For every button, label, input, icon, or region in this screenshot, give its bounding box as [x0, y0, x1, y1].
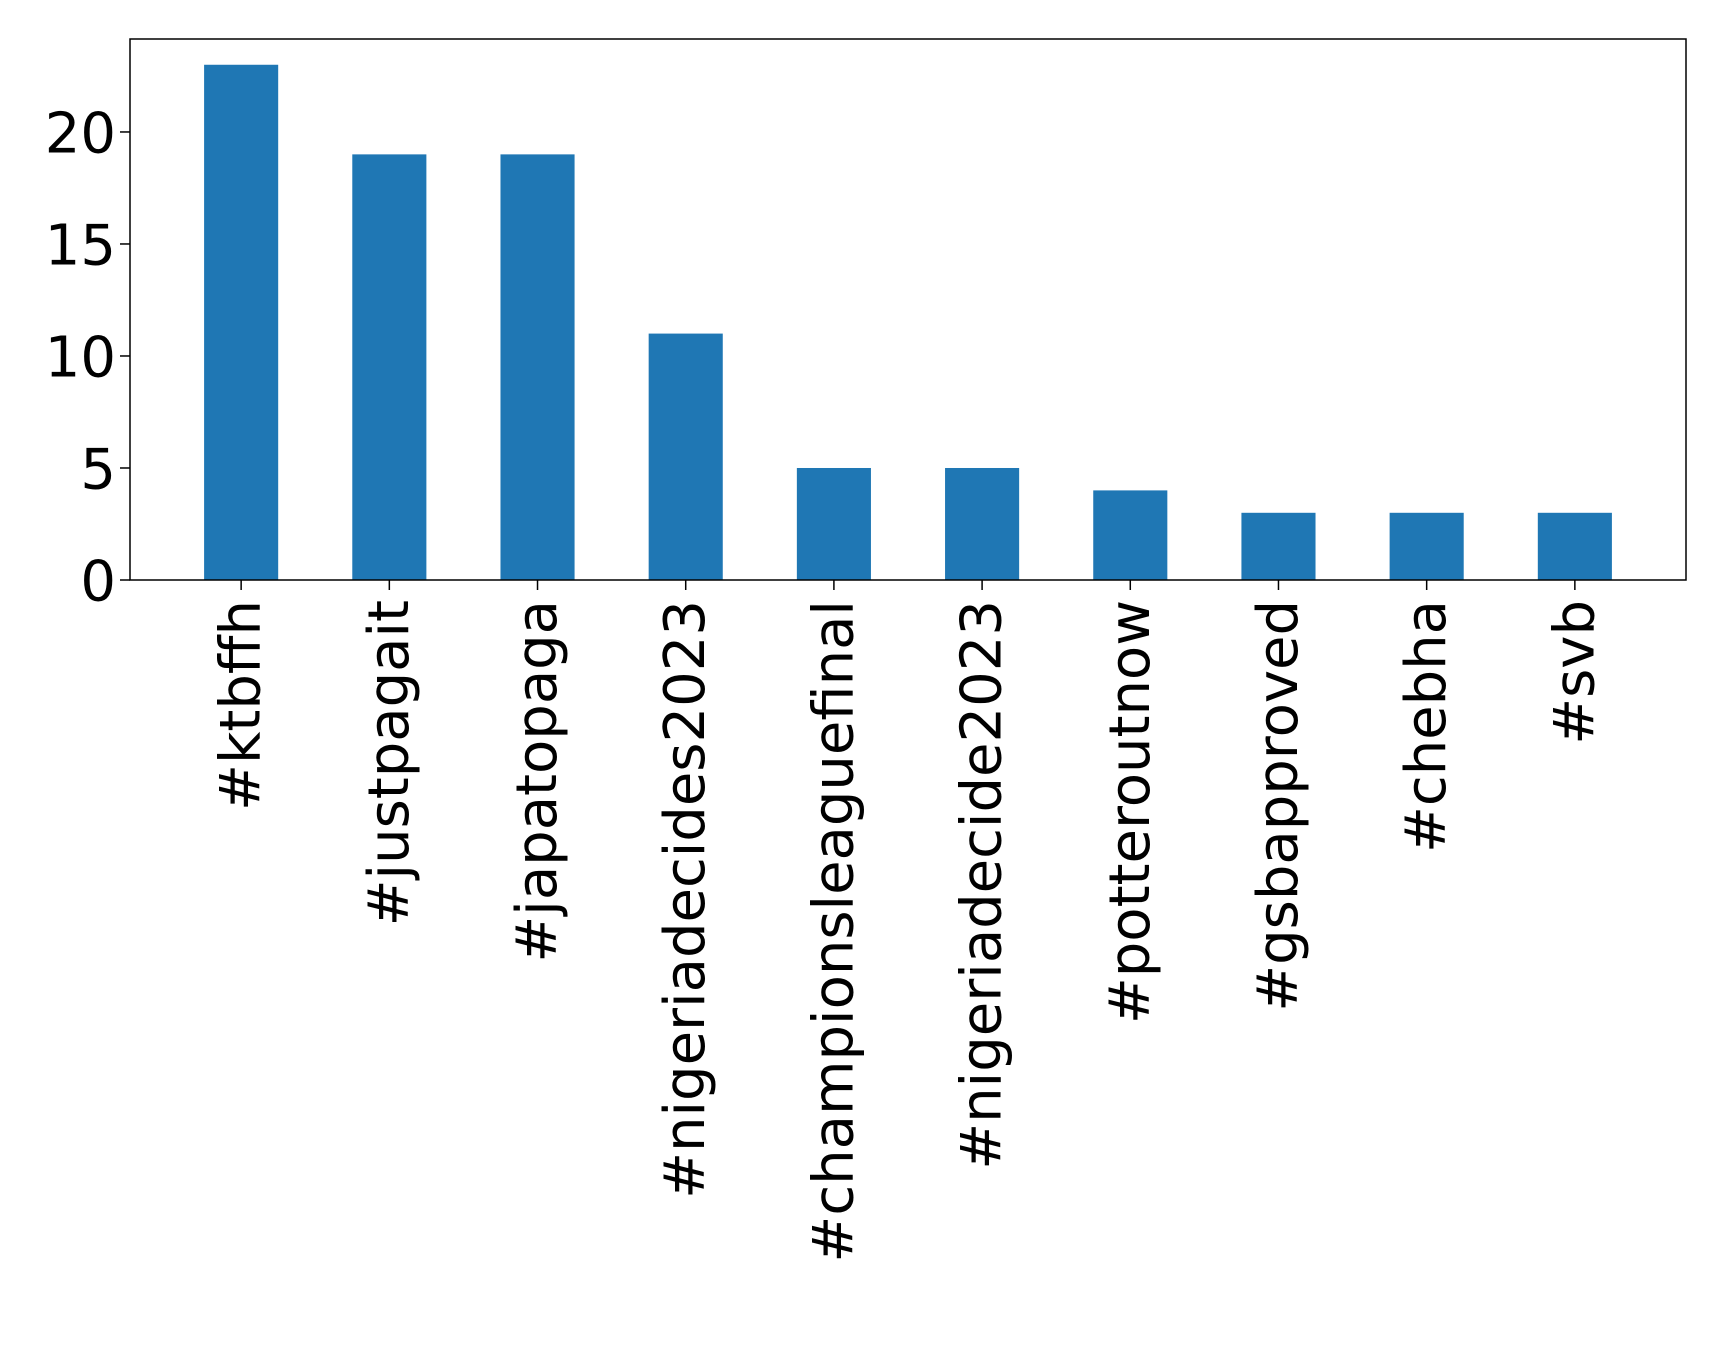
y-tick-label: 5 — [80, 437, 116, 502]
bar-chebha — [1389, 512, 1464, 580]
y-axis: 0 5 10 15 20 — [45, 101, 130, 615]
bar-svb — [1537, 512, 1612, 580]
bar-justpagait — [352, 154, 427, 580]
y-tick-label: 15 — [45, 213, 116, 278]
x-tick-label: #potteroutnow — [1098, 600, 1163, 1024]
y-tick-label: 20 — [45, 101, 116, 166]
bar-nigeriadecide2023 — [945, 467, 1020, 580]
bar-japatopaga — [500, 154, 575, 580]
y-tick-label: 0 — [80, 550, 116, 615]
x-tick-label: #ktbffh — [209, 600, 274, 811]
x-tick-label: #justpagait — [357, 600, 422, 926]
x-tick-label: #japatopaga — [505, 600, 570, 963]
bar-potteroutnow — [1093, 490, 1168, 580]
bar-gsbapproved — [1241, 512, 1316, 580]
x-tick-label: #nigeriadecides2023 — [653, 600, 718, 1199]
x-tick-label: #gsbapproved — [1246, 600, 1311, 1012]
x-tick-label: #nigeriadecide2023 — [950, 600, 1015, 1170]
bar-championsleaguefinal — [796, 467, 871, 580]
bar-ktbffh — [204, 64, 279, 580]
bar-nigeriadecides2023 — [648, 333, 723, 580]
x-axis: #ktbffh #justpagait #japatopaga #nigeriadec… — [209, 580, 1607, 1263]
plot-frame — [129, 38, 1687, 581]
y-tick-label: 10 — [45, 325, 116, 390]
x-tick-label: #chebha — [1394, 600, 1459, 853]
x-tick-label: #championsleaguefinal — [801, 600, 866, 1263]
x-tick-label: #svb — [1542, 600, 1607, 745]
bars-group — [204, 64, 1612, 580]
